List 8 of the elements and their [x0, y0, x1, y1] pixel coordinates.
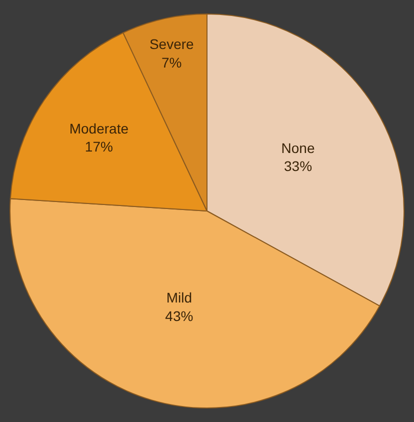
- data-label: 17%: [84, 138, 113, 155]
- slice-label: Severe: [149, 36, 194, 52]
- data-label: 43%: [165, 308, 194, 324]
- slice-label: None: [281, 140, 315, 156]
- slice-label: Mild: [166, 290, 192, 306]
- data-label: 7%: [162, 54, 182, 70]
- data-label: 33%: [284, 158, 312, 174]
- slice-label: Moderate: [69, 120, 129, 137]
